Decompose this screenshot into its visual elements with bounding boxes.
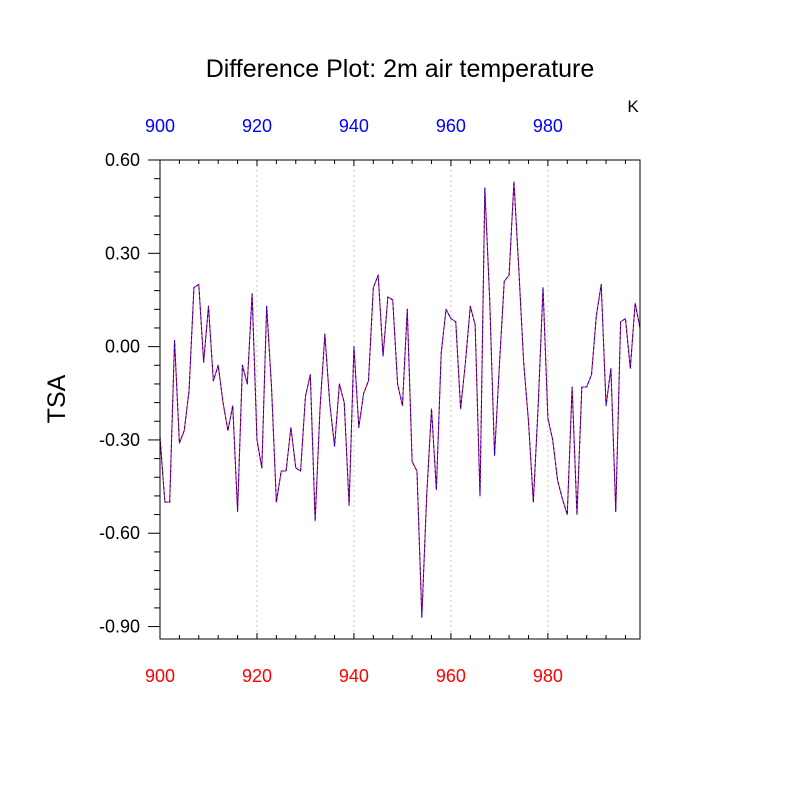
- y-tick-label: -0.90: [99, 617, 140, 637]
- y-tick-label: 0.00: [105, 337, 140, 357]
- series-layer: [159, 181, 641, 618]
- x-tick-label-bottom: 980: [533, 666, 563, 686]
- x-tick-label-top: 920: [242, 116, 272, 136]
- x-tick-label-top: 980: [533, 116, 563, 136]
- y-tick-label: -0.30: [99, 430, 140, 450]
- x-tick-label-top: 900: [145, 116, 175, 136]
- chart-title: Difference Plot: 2m air temperature: [206, 55, 595, 83]
- x-tick-label-bottom: 960: [436, 666, 466, 686]
- x-tick-label-bottom: 920: [242, 666, 272, 686]
- x-tick-label-bottom: 900: [145, 666, 175, 686]
- x-tick-label-top: 960: [436, 116, 466, 136]
- y-tick-label: 0.60: [105, 150, 140, 170]
- series-line-1: [159, 181, 641, 618]
- x-tick-label-bottom: 940: [339, 666, 369, 686]
- units-label: K: [627, 97, 639, 116]
- y-tick-label: -0.60: [99, 523, 140, 543]
- y-axis-label: TSA: [43, 374, 71, 423]
- plot-frame: [159, 159, 641, 640]
- x-tick-label-top: 940: [339, 116, 369, 136]
- y-tick-label: 0.30: [105, 243, 140, 263]
- axes-layer: 900 900 920 920 940 940 960 960 980 980 0.60 0.30 0.…: [99, 116, 641, 686]
